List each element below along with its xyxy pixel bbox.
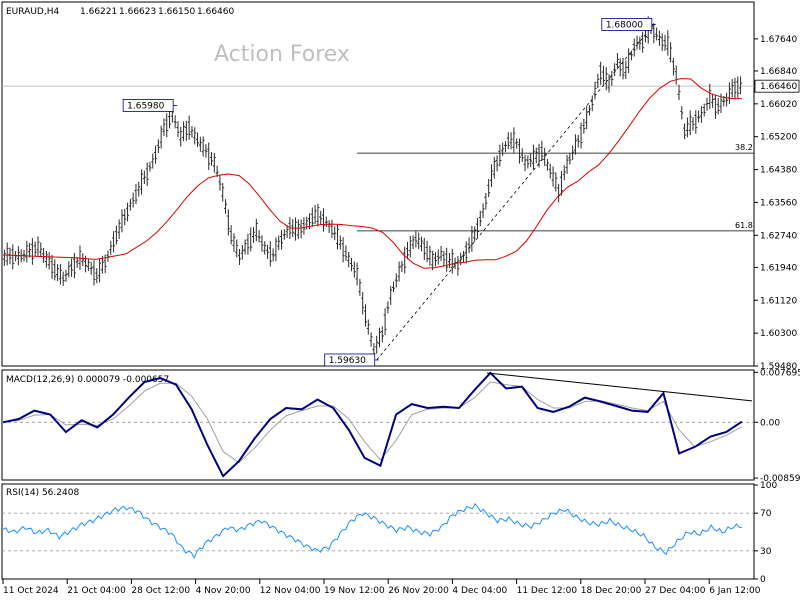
price-tick-label: 1.67640 bbox=[760, 35, 797, 45]
time-tick-label: 28 Oct 12:00 bbox=[131, 586, 190, 596]
swing-trendline bbox=[376, 24, 655, 361]
macd-tick-label: 0.00 bbox=[760, 418, 780, 428]
symbol-label: EURAUD,H4 bbox=[6, 7, 59, 17]
candlestick-series bbox=[2, 16, 743, 359]
price-tick-label: 1.66020 bbox=[760, 100, 797, 110]
price-tick-label: 1.62740 bbox=[760, 231, 797, 241]
time-tick-label: 4 Nov 20:00 bbox=[196, 586, 251, 596]
price-tick-label: 1.66840 bbox=[760, 67, 797, 77]
price-axis: 1.67640 1.66840 1.66020 1.65200 1.64380 1.635… bbox=[754, 35, 797, 372]
macd-main-line bbox=[2, 371, 743, 478]
rsi-panel-frame bbox=[1, 483, 755, 580]
macd-tick-label: -0.008599 bbox=[760, 474, 800, 484]
macd-tick-label: 0.007695 bbox=[760, 368, 800, 378]
rsi-main-line bbox=[2, 502, 743, 559]
moving-average bbox=[2, 78, 742, 269]
close-value: 1.66460 bbox=[197, 7, 234, 17]
price-panel-frame bbox=[1, 1, 755, 367]
time-tick-label: 21 Oct 04:00 bbox=[67, 586, 126, 596]
fib-level-label: 38.2 bbox=[735, 143, 753, 152]
time-tick-label: 19 Nov 12:00 bbox=[324, 586, 385, 596]
high-value: 1.66623 bbox=[119, 7, 156, 17]
price-tick-label: 1.60300 bbox=[760, 329, 797, 339]
time-tick-label: 11 Oct 2024 bbox=[3, 586, 59, 596]
rsi-axis: 100 70 30 0 bbox=[2, 481, 777, 585]
price-tick-label: 1.61120 bbox=[760, 296, 797, 306]
watermark-text: Action Forex bbox=[214, 42, 350, 67]
price-tick-label: 1.64380 bbox=[760, 166, 797, 176]
time-tick-label: 12 Nov 04:00 bbox=[260, 586, 321, 596]
price-tick-label: 1.59480 bbox=[760, 362, 797, 372]
rsi-tick-label: 70 bbox=[760, 509, 772, 519]
fib-level-label: 61.8 bbox=[735, 221, 753, 230]
rsi-tick-label: 100 bbox=[760, 481, 777, 491]
moving-average-line bbox=[2, 78, 742, 269]
time-tick-label: 26 Nov 20:00 bbox=[388, 586, 449, 596]
time-tick-label: 11 Dec 12:00 bbox=[517, 586, 578, 596]
open-value: 1.66221 bbox=[80, 7, 117, 17]
time-axis: 11 Oct 2024 21 Oct 04:00 28 Oct 12:00 4 Nov… bbox=[2, 579, 761, 596]
macd-trendline bbox=[486, 372, 753, 402]
macd-panel-frame bbox=[1, 369, 755, 481]
macd-title: MACD(12,26,9) 0.000079 -0.000657 bbox=[6, 375, 169, 385]
low-value: 1.66150 bbox=[158, 7, 195, 17]
time-tick-label: 27 Dec 04:00 bbox=[645, 586, 706, 596]
price-tick-label: 1.65200 bbox=[760, 133, 797, 143]
rsi-tick-label: 30 bbox=[760, 547, 772, 557]
swing-label-text: 1.59630 bbox=[329, 356, 366, 366]
time-tick-label: 18 Dec 20:00 bbox=[581, 586, 642, 596]
swing-label-text: 1.68000 bbox=[606, 20, 643, 30]
current-price-and-trendline: 1.66460 bbox=[2, 24, 800, 361]
price-annotations: 1.65980 1.59630 1.68000 bbox=[122, 18, 656, 367]
macd-lines bbox=[2, 371, 753, 478]
swing-label-text: 1.65980 bbox=[127, 101, 164, 111]
fibonacci-levels: 38.2 61.8 bbox=[357, 143, 754, 232]
price-tick-label: 1.61940 bbox=[760, 263, 797, 273]
current-price-label: 1.66460 bbox=[760, 82, 797, 92]
time-tick-label: 4 Dec 04:00 bbox=[452, 586, 507, 596]
time-tick-label: 6 Jan 12:00 bbox=[709, 586, 761, 596]
macd-axis: 0.007695 0.00 -0.008599 bbox=[2, 368, 800, 484]
price-tick-label: 1.63560 bbox=[760, 198, 797, 208]
macd-signal-line bbox=[2, 381, 743, 464]
ohlc-header: EURAUD,H4 1.66221 1.66623 1.66150 1.6646… bbox=[6, 7, 234, 17]
rsi-line bbox=[2, 502, 743, 559]
rsi-tick-label: 0 bbox=[760, 575, 766, 585]
rsi-title: RSI(14) 56.2408 bbox=[6, 488, 79, 498]
current-price-box bbox=[754, 79, 800, 93]
